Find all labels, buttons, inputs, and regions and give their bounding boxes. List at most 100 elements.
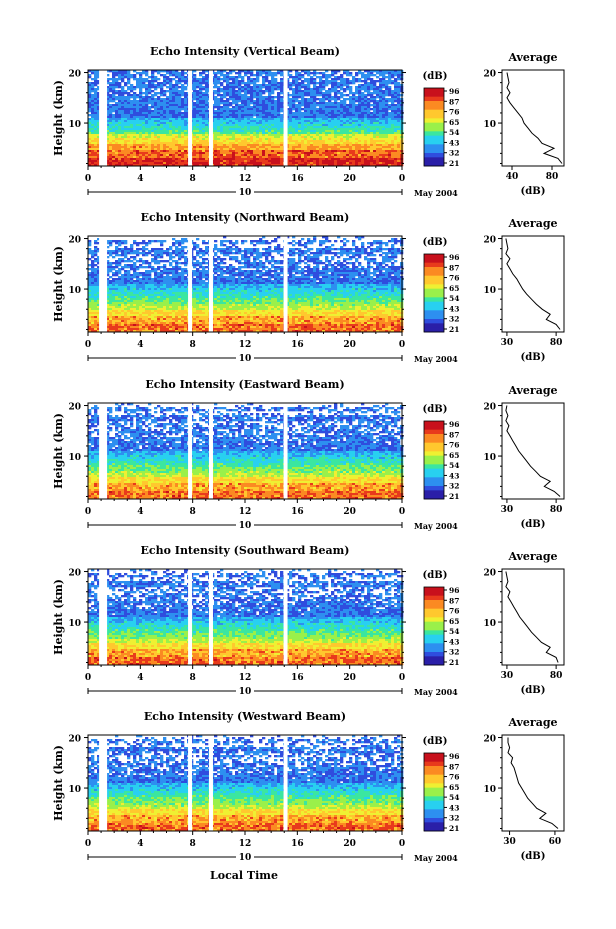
panel-title: Echo Intensity (Vertical Beam) <box>150 45 340 58</box>
x-tick-label: 16 <box>291 174 304 184</box>
colorbar-tick-label: 54 <box>449 461 459 470</box>
average-title: Average <box>507 51 557 64</box>
day-label: 10 <box>239 853 252 863</box>
colorbar-swatch <box>424 105 444 111</box>
colorbar-tick-label: 43 <box>449 304 459 313</box>
colorbar-swatch <box>424 434 444 439</box>
x-tick-label: 4 <box>137 174 143 184</box>
colorbar-swatch <box>424 826 444 832</box>
colorbar-swatch <box>424 297 444 303</box>
colorbar-swatch <box>424 460 444 465</box>
x-axis-label: Local Time <box>210 869 278 882</box>
data-gap <box>208 569 213 665</box>
colorbar-tick-label: 65 <box>449 451 459 460</box>
x-tick-label: 4 <box>137 839 143 849</box>
colorbar-tick-label: 96 <box>449 586 459 595</box>
x-tick-label: 0 <box>85 340 91 350</box>
colorbar-unit: (dB) <box>423 237 448 248</box>
colorbar-tick-label: 43 <box>449 803 459 812</box>
colorbar-swatch <box>424 787 444 793</box>
date-label: May 2004 <box>414 853 458 863</box>
day-label-bg <box>236 187 254 197</box>
colorbar-swatch <box>424 468 444 474</box>
y-axis-label: Height (km) <box>52 745 65 821</box>
colorbar-swatch <box>424 792 444 797</box>
colorbar-tick-label: 21 <box>449 492 459 501</box>
colorbar-frame <box>423 752 445 832</box>
colorbar-tick-label: 32 <box>449 149 459 158</box>
colorbar-swatch <box>424 656 444 662</box>
colorbar-swatch <box>424 761 444 767</box>
colorbar-swatch <box>424 595 444 601</box>
y-tick-label: 10 <box>68 286 81 296</box>
y-tick-label: 20 <box>68 236 81 246</box>
colorbar-swatch <box>424 157 444 163</box>
colorbar-tick-label: 87 <box>449 97 459 106</box>
colorbar-swatch <box>424 660 444 666</box>
panel-1: Echo Intensity (Vertical Beam)1020Height… <box>52 45 565 198</box>
colorbar-tick-label: 21 <box>449 824 459 833</box>
x-tick-label: 8 <box>190 174 196 184</box>
colorbar-swatch <box>424 494 444 500</box>
colorbar-swatch <box>424 626 444 631</box>
colorbar-tick-label: 21 <box>449 658 459 667</box>
average-x-tick-label: 80 <box>550 505 563 515</box>
average-profile-line <box>505 238 561 330</box>
colorbar-swatch <box>424 490 444 496</box>
data-gap <box>188 569 193 665</box>
colorbar-tick-label: 96 <box>449 87 459 96</box>
colorbar-swatch <box>424 267 444 272</box>
colorbar-swatch <box>424 161 444 167</box>
colorbar-frame <box>423 586 445 666</box>
x-tick-label: 8 <box>190 340 196 350</box>
day-label: 10 <box>239 521 252 531</box>
x-tick-label: 20 <box>343 673 356 683</box>
y-tick-label: 20 <box>68 70 81 80</box>
colorbar-tick-label: 87 <box>449 263 459 272</box>
average-x-label: (dB) <box>521 186 546 197</box>
colorbar-swatch <box>424 442 444 448</box>
colorbar-swatch <box>424 88 444 93</box>
date-label: May 2004 <box>414 521 458 531</box>
colorbar-swatch <box>424 770 444 776</box>
x-tick-label: 12 <box>239 174 252 184</box>
colorbar-swatch <box>424 796 444 802</box>
colorbar-swatch <box>424 293 444 298</box>
colorbar-swatch <box>424 122 444 128</box>
average-y-tick-label: 10 <box>483 286 496 296</box>
colorbar-swatch <box>424 822 444 828</box>
data-gap <box>283 70 288 166</box>
average-x-label: (dB) <box>521 519 546 530</box>
data-gap <box>208 70 213 166</box>
y-tick-label: 20 <box>68 735 81 745</box>
x-tick-label: 20 <box>343 340 356 350</box>
colorbar-swatch <box>424 323 444 329</box>
colorbar-swatch <box>424 92 444 98</box>
colorbar-swatch <box>424 319 444 324</box>
colorbar-swatch <box>424 464 444 470</box>
y-tick-label: 20 <box>68 403 81 413</box>
data-gap <box>188 70 193 166</box>
colorbar-unit: (dB) <box>423 71 448 82</box>
colorbar-tick-label: 43 <box>449 138 459 147</box>
day-label-bg <box>236 520 254 530</box>
colorbar-tick-label: 21 <box>449 159 459 168</box>
colorbar-tick-label: 87 <box>449 762 459 771</box>
colorbar-tick-label: 96 <box>449 253 459 262</box>
average-profile-line <box>505 571 559 663</box>
date-label: May 2004 <box>414 188 458 198</box>
colorbar-swatch <box>424 306 444 311</box>
colorbar-swatch <box>424 425 444 431</box>
colorbar-swatch <box>424 254 444 259</box>
colorbar-frame <box>423 420 445 500</box>
average-y-tick-label: 20 <box>483 569 496 579</box>
x-tick-label: 0 <box>399 839 405 849</box>
colorbar-swatch <box>424 258 444 264</box>
colorbar-frame <box>423 87 445 167</box>
average-x-tick-label: 40 <box>506 172 519 182</box>
colorbar-swatch <box>424 477 444 483</box>
colorbar-swatch <box>424 310 444 316</box>
panel-title: Echo Intensity (Eastward Beam) <box>145 378 344 391</box>
heatmap-cells <box>88 236 404 333</box>
